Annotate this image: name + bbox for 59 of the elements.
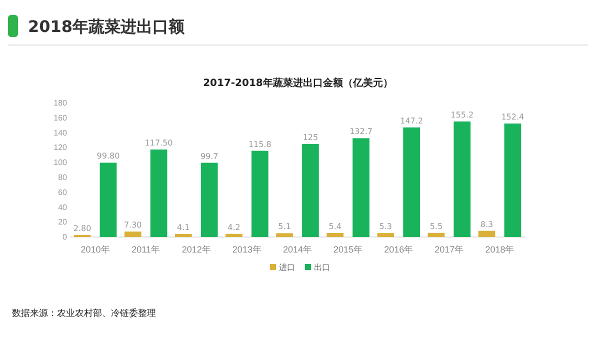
x-tick-label: 2016年 [384,244,414,254]
x-tick-label: 2014年 [282,244,312,254]
data-label: 5.3 [379,222,392,232]
bar [226,234,242,237]
data-label: 8.3 [480,220,494,229]
y-tick-label: 120 [54,143,68,152]
bar [150,150,168,237]
bar [251,150,268,237]
bar [478,230,496,237]
bar [124,232,142,237]
data-label: 4.2 [228,222,240,232]
data-label: 7.30 [124,220,142,230]
y-tick-label: 140 [54,128,68,138]
x-tick-label: 2015年 [334,244,363,254]
x-tick-label: 2010年 [80,244,110,254]
data-label: 125 [302,132,318,142]
y-tick-label: 60 [58,188,68,197]
x-tick-label: 2011年 [132,244,160,254]
data-label: 117.50 [144,138,173,148]
bar [454,121,471,237]
y-tick-label: 80 [58,173,68,182]
bar [504,124,522,237]
data-label: 115.8 [248,140,272,149]
y-tick-label: 40 [58,202,68,212]
bar [326,232,344,237]
chart-title: 2017-2018年蔬菜进出口金额（亿美元） [203,77,393,89]
data-label: 99.80 [96,152,120,161]
x-tick-label: 2017年 [434,244,464,254]
legend-label: 进口 [279,263,295,272]
y-tick-label: 0 [62,232,68,242]
y-tick-label: 20 [58,218,68,227]
bar [175,234,192,237]
bar [403,127,420,237]
bar [377,233,394,237]
data-label: 155.2 [450,110,474,120]
bar [302,144,319,237]
chart-subtitle: 2018年蔬菜进出口额 [28,17,186,36]
data-label: 5.5 [430,222,443,231]
legend-label: 出口 [314,263,330,272]
y-tick-label: 160 [54,113,68,122]
bar [352,138,370,237]
data-label: 2.80 [73,224,92,233]
data-label: 5.1 [278,222,291,232]
data-label: 152.4 [501,112,524,122]
y-tick-label: 180 [54,98,68,108]
data-label: 99.7 [200,152,218,161]
bar [276,233,293,237]
data-label: 147.2 [400,116,424,126]
data-label: 4.1 [177,222,190,232]
x-tick-label: 2013年 [232,244,262,254]
data-label: 5.4 [328,222,342,231]
data-label: 132.7 [350,127,372,136]
x-tick-label: 2018年 [485,244,514,254]
bar [428,232,445,237]
y-tick-label: 100 [54,158,68,168]
x-tick-label: 2012年 [182,244,211,254]
source-note: 数据来源：农业农村部、冷链委整理 [12,308,156,319]
bar [100,162,117,237]
bar [200,162,218,237]
